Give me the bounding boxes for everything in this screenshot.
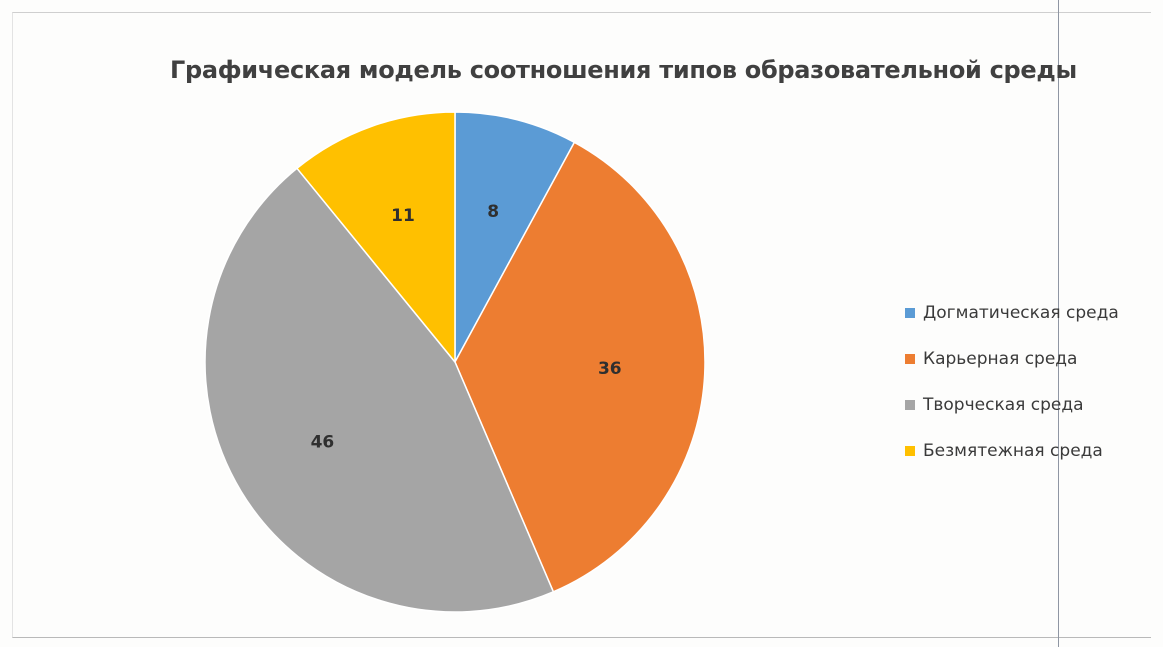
chart-legend: Догматическая среда Карьерная среда Творче… bbox=[905, 290, 1119, 474]
legend-item-3: Творческая среда bbox=[905, 382, 1119, 428]
legend-swatch-4 bbox=[905, 446, 915, 456]
chart-area bbox=[12, 12, 1151, 638]
pie-slice-3 bbox=[204, 167, 555, 613]
legend-label-2: Карьерная среда bbox=[923, 349, 1078, 369]
pie-slice-1 bbox=[454, 111, 576, 363]
data-label-4: 11 bbox=[391, 206, 415, 226]
legend-item-2: Карьерная среда bbox=[905, 336, 1119, 382]
pie-slice-4 bbox=[295, 111, 456, 365]
legend-swatch-2 bbox=[905, 354, 915, 364]
pie-slice-2 bbox=[454, 141, 706, 593]
legend-label-4: Безмятежная среда bbox=[923, 441, 1103, 461]
legend-item-1: Догматическая среда bbox=[905, 290, 1119, 336]
legend-label-3: Творческая среда bbox=[923, 395, 1084, 415]
data-label-2: 36 bbox=[598, 359, 622, 379]
legend-swatch-3 bbox=[905, 400, 915, 410]
chart-title: Графическая модель соотношения типов обр… bbox=[170, 56, 1077, 84]
pie-slices bbox=[204, 111, 706, 613]
page-margin-line bbox=[1058, 0, 1059, 647]
data-label-1: 8 bbox=[487, 202, 499, 222]
pie-data-labels: 8 36 46 11 bbox=[311, 202, 622, 452]
legend-label-1: Догматическая среда bbox=[923, 303, 1119, 323]
legend-item-4: Безмятежная среда bbox=[905, 428, 1119, 474]
legend-swatch-1 bbox=[905, 308, 915, 318]
data-label-3: 46 bbox=[311, 432, 335, 452]
